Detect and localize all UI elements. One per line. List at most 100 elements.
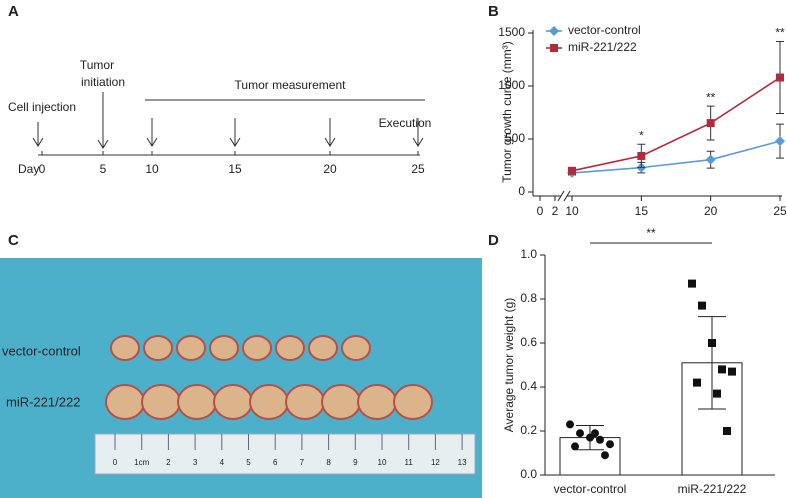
event-label: initiation (81, 75, 125, 89)
tumor (143, 335, 173, 361)
tumor (141, 384, 181, 420)
series-line (571, 140, 781, 174)
point (571, 442, 579, 451)
point (576, 429, 584, 438)
y-tick-label: 1500 (498, 25, 525, 39)
day-label: 5 (100, 162, 107, 176)
event-label: Execution (379, 116, 432, 130)
x-tick-label: miR-221/222 (678, 482, 747, 496)
significance: ** (706, 90, 716, 104)
event-label: Tumor (80, 58, 114, 72)
ruler-label: 2 (166, 458, 171, 467)
tumor (321, 384, 361, 420)
axis-break (557, 190, 565, 202)
legend-marker (549, 26, 559, 36)
tumor (393, 384, 433, 420)
y-tick-label: 0.6 (520, 335, 537, 349)
significance: ** (646, 226, 656, 240)
y-tick-label: 500 (505, 131, 525, 145)
ruler-label: 4 (220, 458, 225, 467)
x-tick-label: 2 (552, 204, 559, 218)
y-tick-label: 0 (518, 184, 525, 198)
point (591, 429, 599, 438)
panel-label: B (488, 3, 499, 20)
arrow-head (412, 137, 424, 147)
ruler-label: 12 (431, 458, 440, 467)
error-bar (698, 316, 726, 410)
y-axis-label: Tumor growth curve (mm³) (500, 41, 514, 183)
y-tick-label: 1000 (498, 78, 525, 92)
ruler-label: 5 (246, 458, 251, 467)
event-label: Cell injection (8, 100, 76, 114)
y-tick-label: 0.2 (520, 423, 537, 437)
axis-break (563, 190, 571, 202)
significance: * (639, 128, 644, 142)
arrow-head (229, 137, 241, 147)
point (723, 427, 731, 435)
point (566, 420, 574, 429)
tumor (308, 335, 338, 361)
legend-label: miR-221/222 (568, 40, 637, 54)
marker (776, 73, 784, 82)
point (596, 435, 604, 444)
marker (705, 154, 716, 165)
y-tick-label: 0.4 (520, 379, 537, 393)
marker (775, 136, 785, 147)
tumor (209, 335, 239, 361)
arrow-head (146, 137, 158, 147)
legend-marker (550, 44, 558, 52)
ruler-label: 3 (193, 458, 198, 467)
tumor (176, 335, 206, 361)
tumor (249, 384, 289, 420)
tumor (285, 384, 325, 420)
x-tick-label: 15 (635, 204, 649, 218)
ruler-label: 13 (458, 458, 467, 467)
ruler-label: 9 (353, 458, 358, 467)
point (728, 367, 736, 376)
arrow-head (97, 139, 109, 149)
x-tick-label: vector-control (554, 482, 627, 496)
day-label: 0 (39, 162, 46, 176)
row-label: miR-221/222 (6, 394, 80, 409)
day-label: 10 (145, 162, 159, 176)
arrow-head (324, 137, 336, 147)
ruler-label: 6 (273, 458, 278, 467)
ruler-label: 7 (300, 458, 305, 467)
legend-label: vector-control (568, 23, 641, 37)
ruler-label: 1cm (134, 458, 149, 467)
day-label: 20 (323, 162, 337, 176)
point (693, 378, 701, 387)
event-label: Tumor measurement (235, 78, 347, 92)
panel-label: C (8, 232, 19, 249)
panel-label: D (488, 232, 499, 249)
ruler-label: 10 (378, 458, 387, 467)
x-tick-label: 10 (565, 204, 579, 218)
ruler (94, 433, 476, 475)
point (708, 339, 716, 347)
marker (568, 166, 576, 175)
tumor (177, 384, 217, 420)
y-tick-label: 0.8 (520, 291, 537, 305)
x-tick-label: 25 (773, 204, 787, 218)
tumor (213, 384, 253, 420)
y-axis-label: Average tumor weight (g) (502, 298, 516, 433)
x-tick-label: 20 (704, 204, 718, 218)
point (688, 279, 696, 288)
point (606, 440, 614, 449)
row-label: vector-control (2, 343, 81, 358)
panel-label: A (8, 3, 19, 20)
marker (637, 151, 646, 160)
ruler-label: 8 (326, 458, 331, 467)
y-tick-label: 0.0 (520, 467, 537, 481)
point (698, 301, 706, 310)
arrow-head (32, 137, 44, 147)
point (713, 389, 721, 398)
series-line (571, 76, 781, 172)
tumor (357, 384, 397, 420)
day-label: 25 (411, 162, 425, 176)
tumor (341, 335, 371, 361)
tumor (105, 384, 145, 420)
significance: ** (775, 26, 785, 40)
y-tick-label: 1.0 (520, 247, 537, 261)
